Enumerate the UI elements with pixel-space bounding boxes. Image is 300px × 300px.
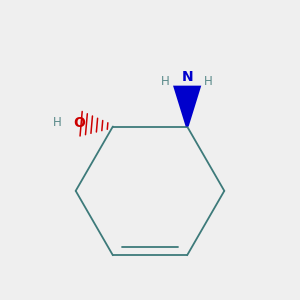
Text: O: O — [73, 116, 85, 130]
Text: N: N — [181, 70, 193, 84]
Polygon shape — [173, 85, 201, 127]
Text: H: H — [161, 75, 170, 88]
Text: H: H — [204, 75, 213, 88]
Text: H: H — [53, 116, 62, 129]
